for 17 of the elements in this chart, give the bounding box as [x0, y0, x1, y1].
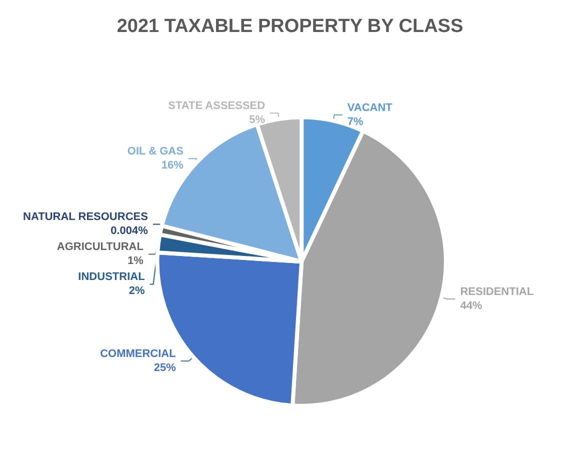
data-label: 7%: [347, 116, 364, 128]
slice-label: NATURAL RESOURCES: [23, 211, 148, 224]
slice-label: AGRICULTURAL: [56, 241, 144, 254]
slice-label: COMMERCIAL: [100, 348, 176, 360]
data-label: 44%: [460, 300, 482, 312]
data-label: 25%: [154, 362, 176, 374]
data-label: 16%: [161, 160, 184, 172]
slice-label: OIL & GAS: [127, 146, 184, 158]
chart-title: 2021 TAXABLE PROPERTY BY CLASS: [116, 16, 464, 37]
slice-label: STATE ASSESSED: [168, 100, 266, 112]
data-label: 5%: [249, 114, 266, 126]
data-label: 2%: [128, 285, 146, 298]
slice-label: VACANT: [347, 102, 393, 114]
data-label: 1%: [128, 255, 144, 268]
slice-label: INDUSTRIAL: [78, 271, 146, 284]
data-label: 0.004%: [110, 225, 148, 238]
slice-label: RESIDENTIAL: [460, 286, 534, 298]
